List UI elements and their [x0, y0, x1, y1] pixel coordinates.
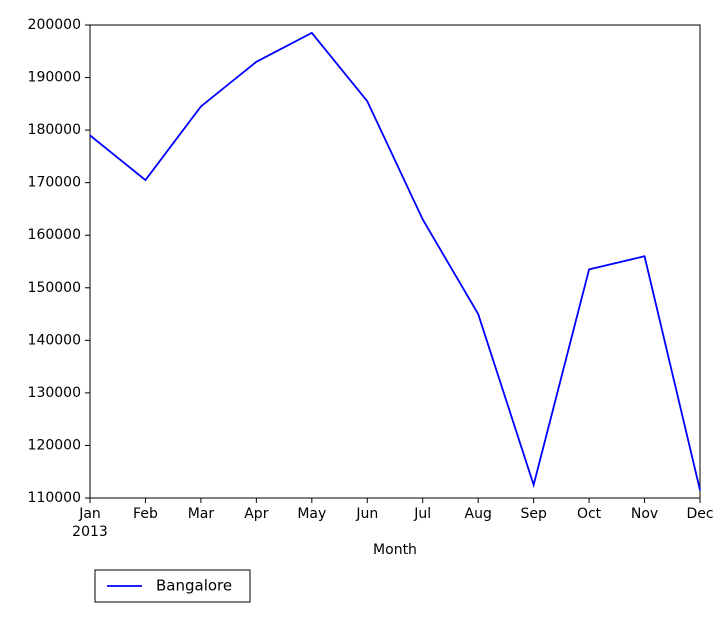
x-tick-label: Jul: [413, 506, 431, 522]
legend-label: Bangalore: [156, 577, 232, 595]
x-year-sublabel: 2013: [72, 524, 108, 540]
y-tick-label: 190000: [28, 70, 81, 86]
x-tick-label: Nov: [631, 506, 658, 522]
plot-border: [90, 25, 700, 498]
y-tick-label: 140000: [28, 332, 81, 348]
y-tick-label: 180000: [28, 122, 81, 138]
x-tick-label: Jan: [78, 506, 101, 522]
y-tick-label: 160000: [28, 227, 81, 243]
x-tick-label: Sep: [520, 506, 547, 522]
y-tick-label: 150000: [28, 280, 81, 296]
y-tick-label: 130000: [28, 385, 81, 401]
x-tick-label: Mar: [188, 506, 215, 522]
y-tick-label: 110000: [28, 490, 81, 506]
x-tick-label: Aug: [465, 506, 492, 522]
line-chart-svg: 110000 120000 130000 140000 150000 160000 1700…: [0, 0, 724, 621]
x-tick-label: Dec: [686, 506, 713, 522]
x-tick-label: May: [297, 506, 326, 522]
x-tick-label: Jun: [355, 506, 378, 522]
x-tick-label: Feb: [133, 506, 158, 522]
x-tick-label: Apr: [244, 506, 268, 522]
x-tick-label: Oct: [577, 506, 602, 522]
y-tick-label: 170000: [28, 175, 81, 191]
x-axis-label: Month: [373, 542, 417, 558]
chart-container: 110000 120000 130000 140000 150000 160000 1700…: [0, 0, 724, 621]
series-line: [90, 33, 700, 490]
y-tick-label: 120000: [28, 437, 81, 453]
y-tick-label: 200000: [28, 17, 81, 33]
